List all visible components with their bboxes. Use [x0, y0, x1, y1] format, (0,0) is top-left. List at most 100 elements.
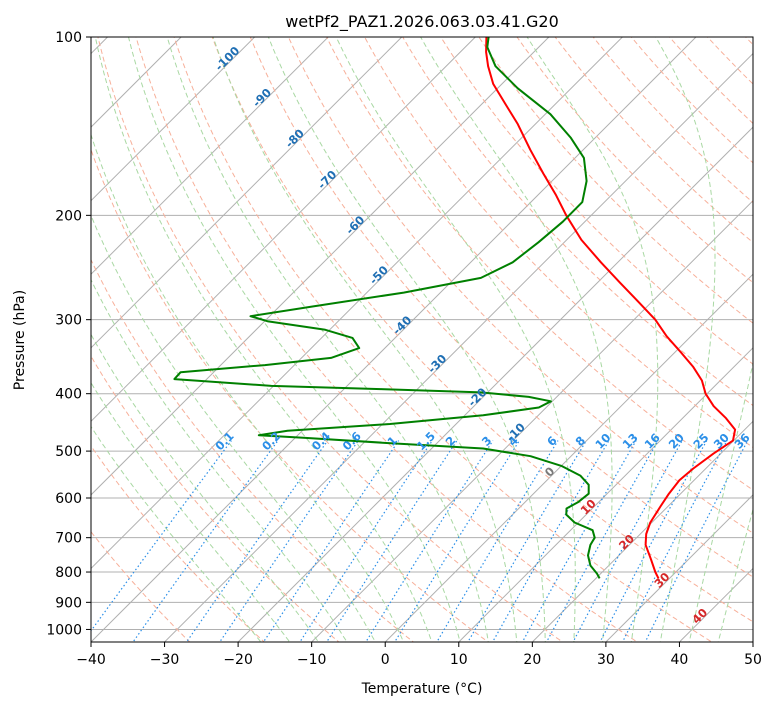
y-axis: 100 200 300 400 500 600 700 800 900 1000 — [46, 30, 91, 638]
isotherm-label: 30 — [651, 570, 672, 591]
y-tick-label: 300 — [55, 313, 82, 329]
moist-adiabat — [91, 381, 291, 642]
x-tick-label: 10 — [450, 652, 468, 668]
y-tick-label: 600 — [55, 491, 82, 507]
dry-adiabat — [91, 531, 191, 642]
x-tick-label: 20 — [523, 652, 541, 668]
dry-adiabat — [173, 37, 713, 642]
moist-adiabat — [91, 333, 320, 642]
isotherm-label: -70 — [315, 167, 340, 192]
x-tick-label: 40 — [671, 652, 689, 668]
mixing-ratio-label: 1 — [384, 433, 400, 449]
x-tick-label: 0 — [381, 652, 390, 668]
dry-adiabat — [91, 355, 340, 642]
mixing-ratio-label: 13 — [620, 430, 641, 451]
mixing-ratio-line — [132, 440, 279, 642]
moist-adiabat — [526, 37, 659, 642]
isotherm-label: -20 — [465, 385, 490, 410]
mixing-ratio-label: 0.6 — [340, 429, 364, 453]
isotherm-gridline — [311, 199, 753, 642]
mixing-ratio-line — [325, 440, 458, 642]
mixing-ratio-line — [572, 440, 683, 642]
dry-adiabat — [592, 37, 753, 204]
isotherm-label: -100 — [212, 44, 242, 74]
moist-adiabat — [212, 37, 518, 642]
mixing-ratio-label: 1.5 — [414, 429, 438, 453]
isotherm-label: -90 — [250, 85, 275, 110]
mixing-ratio-label: 0.1 — [212, 429, 236, 453]
isotherm-label: 0 — [542, 464, 558, 480]
dry-adiabat — [325, 37, 753, 491]
mixing-ratio-line — [436, 440, 559, 642]
isotherm-gridline — [91, 37, 476, 423]
y-tick-label: 700 — [55, 531, 82, 547]
mixing-ratio-line — [599, 440, 708, 642]
y-tick-label: 200 — [55, 208, 82, 224]
dry-adiabat — [91, 148, 489, 642]
moist-adiabat — [655, 37, 716, 642]
moist-adiabat — [91, 278, 348, 642]
y-tick-label: 800 — [55, 565, 82, 581]
isotherm-gridline — [91, 37, 550, 496]
mixing-ratio-line — [521, 440, 637, 642]
x-axis-label: Temperature (°C) — [361, 681, 483, 697]
y-tick-label: 1000 — [46, 622, 82, 638]
plot-area — [91, 10, 775, 654]
temperature-profile — [485, 37, 737, 579]
dry-adiabat — [91, 445, 265, 642]
mixing-ratio-label: 30 — [711, 430, 732, 451]
isotherm-gridline — [91, 37, 697, 642]
isotherm-label: -50 — [366, 263, 391, 288]
mixing-ratio-line — [262, 440, 400, 642]
moist-adiabat — [91, 214, 376, 642]
x-tick-label: −30 — [150, 652, 180, 668]
mixing-ratio-label: 16 — [642, 430, 663, 451]
isotherm-gridline — [91, 37, 256, 202]
moist-adiabat — [717, 507, 753, 642]
isotherm-gridline — [531, 420, 753, 642]
isotherm-gridline — [91, 37, 403, 349]
mixing-ratio-line — [492, 440, 610, 642]
mixing-ratio-label: 6 — [544, 433, 560, 449]
mixing-ratio-line — [545, 440, 659, 642]
dry-adiabat — [91, 258, 415, 642]
x-tick-label: −10 — [297, 652, 327, 668]
isotherm-label: -80 — [282, 126, 307, 151]
x-tick-label: −40 — [76, 652, 106, 668]
dry-adiabat — [97, 37, 564, 642]
x-tick-label: 50 — [744, 652, 762, 668]
isotherm-label: 40 — [689, 605, 710, 626]
dry-adiabat — [478, 37, 753, 324]
x-tick-label: −20 — [223, 652, 253, 668]
x-tick-label: 30 — [597, 652, 615, 668]
dry-adiabat — [744, 37, 753, 46]
dry-adiabat — [757, 10, 775, 654]
isotherm-gridline — [384, 273, 753, 642]
isotherm-gridline — [605, 494, 753, 642]
mixing-ratio-label: 3 — [479, 433, 495, 449]
mixing-ratio-label: 25 — [690, 430, 711, 451]
dry-adiabat — [516, 37, 753, 284]
mixing-ratio-label: 20 — [666, 430, 687, 451]
dry-adiabat — [135, 37, 639, 642]
moist-adiabat — [420, 37, 613, 642]
dry-adiabat — [706, 37, 753, 85]
isotherm-gridline — [91, 37, 329, 275]
y-tick-label: 100 — [55, 30, 82, 46]
mixing-ratio-line — [621, 440, 728, 642]
y-tick-label: 500 — [55, 444, 82, 460]
mixing-ratio-line — [299, 440, 433, 642]
isotherm-gridline — [237, 126, 753, 642]
isotherm-gridline — [164, 52, 753, 642]
plot-frame — [90, 36, 754, 643]
dewpoint-profile — [173, 37, 601, 579]
y-tick-label: 400 — [55, 387, 82, 403]
dry-adiabat — [249, 37, 753, 578]
dry-adiabat — [630, 37, 753, 164]
moist-adiabat — [128, 37, 461, 642]
moist-adiabat — [94, 37, 433, 642]
mixing-ratio-line — [467, 440, 587, 642]
y-tick-label: 900 — [55, 595, 82, 611]
moist-adiabat — [91, 133, 405, 642]
